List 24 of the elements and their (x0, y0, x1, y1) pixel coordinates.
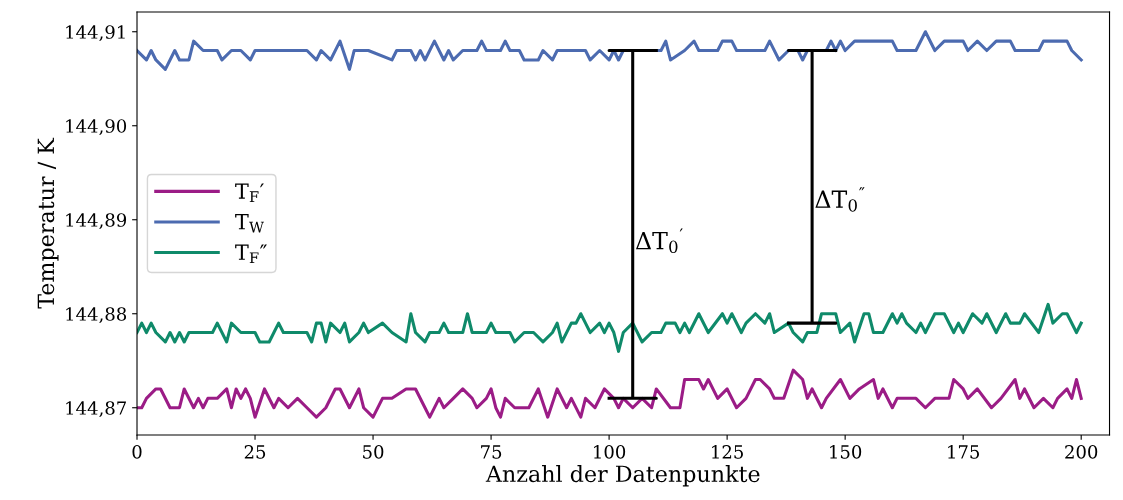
x-tick-label: 150 (830, 445, 862, 459)
y-tick-label: 144,87 (66, 401, 126, 418)
legend-label: T$_{W}$ (235, 214, 264, 233)
y-tick-label: 144,88 (66, 307, 127, 324)
x-tick-label: 0 (132, 445, 142, 459)
line-series (137, 302, 1083, 353)
x-tick-label: 100 (594, 445, 626, 459)
y-tick-label: 144,90 (66, 119, 127, 136)
y-axis-title: Temperatur / K (37, 137, 59, 309)
x-tick-label: 50 (363, 445, 384, 459)
line-series (137, 368, 1083, 419)
x-tick-label: 25 (244, 445, 266, 459)
annotation: ΔT$_{0}$$^{′}$ (635, 228, 683, 254)
line-series (137, 30, 1083, 71)
x-tick-label: 175 (948, 445, 980, 459)
legend-label: T$_{F}$′ (235, 183, 264, 202)
y-tick-label: 144,91 (66, 25, 125, 42)
y-tick-label: 144,89 (66, 213, 127, 230)
x-tick-label: 125 (712, 445, 743, 459)
x-axis-title: Anzahl der Datenpunkte (485, 464, 760, 487)
x-tick-label: 75 (481, 445, 502, 459)
x-tick-label: 200 (1065, 445, 1098, 459)
annotation: ΔT$_{0}$$^{″}$ (815, 187, 865, 212)
legend-label: T$_{F}$″ (235, 244, 267, 264)
